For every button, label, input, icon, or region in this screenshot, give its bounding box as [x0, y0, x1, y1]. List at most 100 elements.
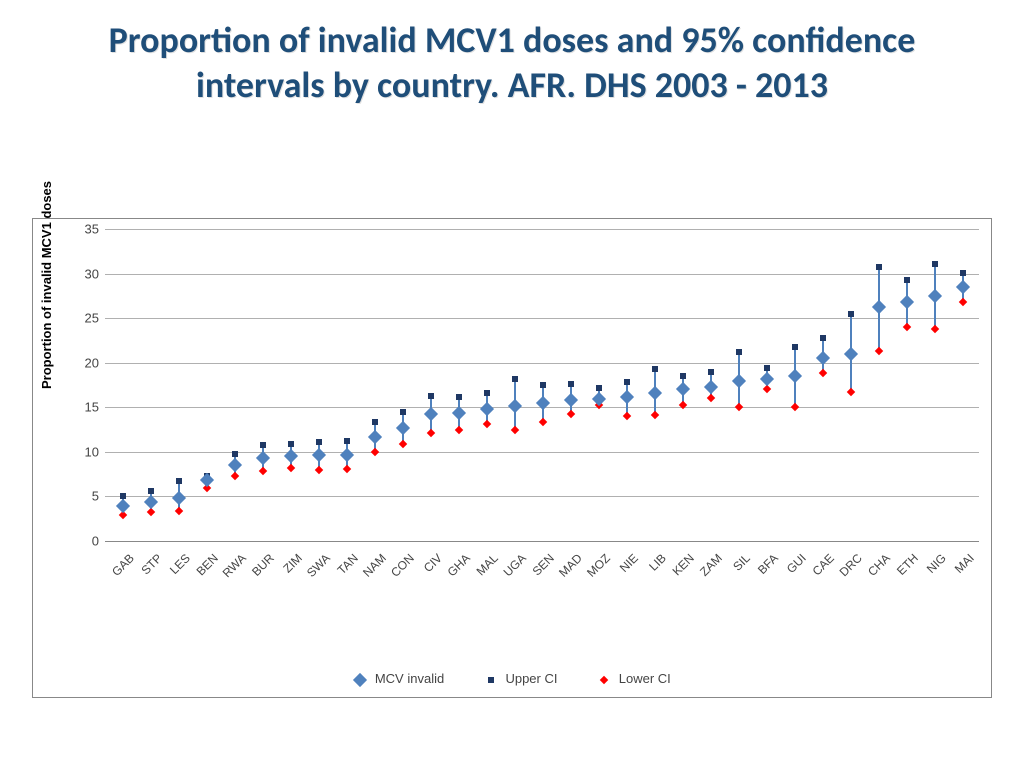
x-tick-label: SIL [730, 551, 753, 574]
lower-ci-marker [511, 426, 519, 434]
plot-area: 05101520253035 [105, 229, 979, 541]
x-tick-label: LES [167, 551, 193, 577]
lower-ci-marker [735, 403, 743, 411]
mcv-marker [396, 421, 410, 435]
y-axis-title: Proportion of invalid MCV1 doses [39, 181, 54, 389]
x-tick-label: UGA [501, 551, 529, 579]
mcv-marker [368, 430, 382, 444]
x-tick-label: NIE [617, 551, 641, 575]
upper-ci-marker [596, 385, 602, 391]
mcv-marker [116, 499, 130, 513]
mcv-marker [788, 369, 802, 383]
mcv-marker [704, 380, 718, 394]
legend-label: Upper CI [505, 671, 557, 686]
x-tick-label: TAN [335, 551, 361, 577]
lower-ci-marker [343, 465, 351, 473]
upper-ci-marker [148, 488, 154, 494]
mcv-marker [424, 406, 438, 420]
slide: Proportion of invalid MCV1 doses and 95%… [0, 0, 1024, 768]
upper-ci-marker [456, 394, 462, 400]
upper-ci-marker [848, 311, 854, 317]
x-tick-label: MAL [474, 551, 501, 578]
x-tick-label: SWA [304, 551, 333, 580]
x-tick-label: SEN [530, 551, 557, 578]
upper-ci-marker [568, 381, 574, 387]
upper-ci-marker [288, 441, 294, 447]
x-tick-label: CON [388, 551, 417, 580]
x-tick-label: GHA [445, 551, 473, 579]
mcv-marker [172, 491, 186, 505]
mcv-marker [228, 458, 242, 472]
lower-ci-marker [483, 420, 491, 428]
x-tick-label: KEN [670, 551, 697, 578]
x-tick-label: NIG [924, 551, 949, 576]
mcv-marker [676, 382, 690, 396]
legend-item-upper: Upper CI [484, 671, 558, 687]
upper-ci-marker [372, 419, 378, 425]
mcv-marker [760, 372, 774, 386]
y-tick-label: 20 [75, 355, 99, 370]
lower-ci-marker [259, 467, 267, 475]
legend-item-mcv: MCV invalid [353, 671, 444, 687]
mcv-marker [508, 398, 522, 412]
mcv-marker [200, 473, 214, 487]
x-tick-label: BEN [194, 551, 221, 578]
lower-ci-marker [315, 465, 323, 473]
mcv-marker [620, 390, 634, 404]
lower-ci-marker [707, 394, 715, 402]
mcv-marker [956, 280, 970, 294]
mcv-marker [872, 300, 886, 314]
x-tick-label: ETH [894, 551, 921, 578]
upper-ci-marker [428, 393, 434, 399]
ci-chart: Proportion of invalid MCV1 doses 0510152… [32, 218, 992, 698]
x-tick-label: BFA [755, 551, 781, 577]
upper-ci-marker [624, 379, 630, 385]
x-tick-label: STP [138, 551, 164, 577]
lower-ci-marker [791, 403, 799, 411]
upper-ci-marker [736, 349, 742, 355]
x-tick-label: MOZ [584, 551, 613, 580]
lower-ci-marker [539, 418, 547, 426]
x-tick-label: MAI [952, 551, 977, 576]
page-title: Proportion of invalid MCV1 doses and 95%… [50, 18, 974, 108]
upper-ci-marker [260, 442, 266, 448]
legend-label: MCV invalid [375, 671, 444, 686]
x-tick-label: ZAM [697, 551, 725, 579]
lower-ci-marker [175, 506, 183, 514]
upper-ci-marker [232, 451, 238, 457]
y-tick-label: 25 [75, 311, 99, 326]
y-tick-label: 5 [75, 489, 99, 504]
x-tick-label: CIV [421, 551, 445, 575]
upper-ci-marker [400, 409, 406, 415]
upper-ci-marker [904, 277, 910, 283]
lower-ci-marker [455, 426, 463, 434]
upper-ci-marker [792, 344, 798, 350]
x-tick-label: GUI [784, 551, 809, 576]
mcv-marker [312, 448, 326, 462]
y-tick-label: 0 [75, 534, 99, 549]
upper-ci-marker [484, 390, 490, 396]
x-tick-label: CAE [810, 551, 837, 578]
gridline [105, 274, 979, 275]
upper-ci-marker [652, 366, 658, 372]
gridline [105, 229, 979, 230]
legend: MCV invalid Upper CI Lower CI [33, 671, 991, 687]
gridline [105, 541, 979, 542]
lower-ci-marker [651, 411, 659, 419]
upper-ci-marker [344, 438, 350, 444]
upper-ci-marker [680, 373, 686, 379]
upper-ci-marker [540, 382, 546, 388]
mcv-marker [648, 386, 662, 400]
lower-ci-marker [959, 298, 967, 306]
upper-ci-marker [820, 335, 826, 341]
lower-ci-marker [399, 440, 407, 448]
lower-ci-marker [567, 409, 575, 417]
upper-ci-marker [932, 261, 938, 267]
lower-ci-marker [231, 472, 239, 480]
lower-ci-marker [427, 429, 435, 437]
lower-ci-marker [847, 388, 855, 396]
x-tick-label: MAD [556, 551, 585, 580]
y-tick-label: 30 [75, 266, 99, 281]
gridline [105, 363, 979, 364]
lower-ci-marker [875, 347, 883, 355]
